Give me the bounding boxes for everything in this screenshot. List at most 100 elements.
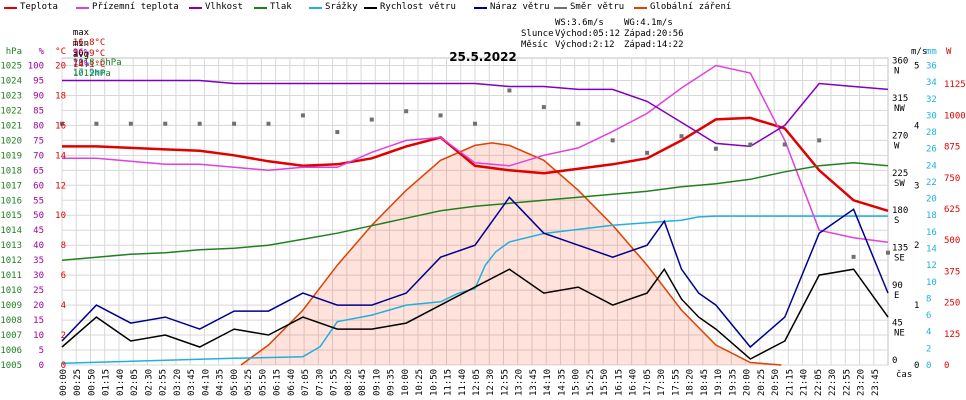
legend-label: Srážky — [325, 2, 358, 12]
x-tick-label: 13:20 — [515, 369, 525, 396]
axis-tick-pct: 20 — [33, 301, 44, 311]
wind-dir-point — [163, 121, 168, 126]
axis-tick-dir: 45 — [892, 319, 903, 329]
axis-tick-dir: 0 — [892, 356, 897, 366]
axis-tick-dir-name: S — [894, 216, 899, 226]
stats-min-press: 1012hPa — [72, 69, 111, 79]
axis-tick-hpa: 1015 — [0, 211, 22, 221]
axis-tick-hpa: 1021 — [0, 121, 22, 131]
wind-dir-point — [404, 109, 409, 114]
axis-tick-pct: 60 — [33, 181, 44, 191]
wind-dir-point — [94, 121, 99, 126]
x-tick-label: 05:00 — [230, 369, 240, 396]
moon-set: Západ:14:22 — [624, 40, 684, 50]
x-axis-ticks: 00:00 00:25 00:50 01:15 01:40 02:05 02:30 02:55… — [59, 369, 881, 396]
legend-swatch — [76, 7, 89, 9]
axis-tick-degc: 18 — [55, 91, 66, 101]
x-tick-label: 03:20 — [173, 369, 183, 396]
axis-title-mm: mm — [926, 47, 937, 57]
wind-dir-point — [645, 150, 650, 155]
series-line-Náraz větru — [61, 196, 889, 349]
x-tick-label: 22:55 — [842, 369, 852, 396]
axis-tick-mm: 18 — [926, 211, 937, 221]
axis-tick-hpa: 1017 — [0, 181, 22, 191]
wind-dir-point — [473, 121, 477, 126]
legend-swatch — [634, 7, 647, 9]
axis-tick-hpa: 1006 — [0, 346, 22, 356]
axis-tick-pct: 55 — [33, 196, 44, 206]
x-tick-label: 07:55 — [330, 369, 340, 396]
axis-tick-dir: 270 — [892, 131, 908, 141]
axis-tick-pct: 65 — [33, 166, 44, 176]
series-layer — [60, 64, 890, 365]
axis-tick-mm: 12 — [926, 261, 937, 271]
axis-tick-mm: 32 — [926, 95, 937, 105]
axis-tick-mm: 36 — [926, 61, 937, 71]
axis-tick-pct: 85 — [33, 106, 44, 116]
x-tick-label: 09:35 — [387, 369, 397, 396]
axis-tick-ms: 5 — [914, 61, 919, 71]
axis-title-w: W — [946, 47, 952, 57]
axis-title-hpa: hPa — [6, 47, 22, 57]
x-tick-label: 07:30 — [315, 369, 325, 396]
wind-dir-point — [713, 146, 718, 151]
axis-tick-pct: 35 — [33, 256, 44, 266]
axis-tick-hpa: 1023 — [0, 91, 22, 101]
wind-dir-point — [782, 142, 787, 147]
x-tick-label: 17:55 — [671, 369, 681, 396]
wind-dir-point — [679, 134, 684, 139]
axis-tick-dir-name: NW — [894, 104, 905, 114]
axis-tick-hpa: 1016 — [0, 196, 22, 206]
x-tick-label: 08:45 — [358, 369, 368, 396]
wind-gust-avg: WG:4.1m/s — [624, 18, 673, 28]
x-tick-label: 18:20 — [686, 369, 696, 396]
wind-dir-point — [576, 121, 581, 126]
series-line-radiation — [240, 142, 782, 366]
axis-tick-degc: 16 — [55, 121, 66, 131]
axis-tick-hpa: 1013 — [0, 241, 22, 251]
x-tick-label: 17:05 — [643, 369, 653, 396]
axis-tick-hpa: 1020 — [0, 136, 22, 146]
stats-min-label: min — [72, 39, 90, 49]
axis-tick-pct: 95 — [33, 76, 44, 86]
axis-tick-dir-name: SW — [894, 179, 905, 189]
stats-max-hum: 96% — [72, 48, 90, 58]
x-tick-label: 06:15 — [273, 369, 283, 396]
legend-label: Směr větru — [570, 2, 625, 12]
x-tick-label: 08:20 — [344, 369, 354, 396]
x-tick-label: 16:15 — [614, 369, 624, 396]
axis-tick-degc: 20 — [55, 61, 66, 71]
axis-tick-w: 875 — [944, 143, 960, 153]
axis-tick-pct: 80 — [33, 121, 44, 131]
axis-tick-w: 250 — [944, 299, 960, 309]
stats-max-label: max — [72, 28, 90, 38]
x-tick-label: 02:05 — [130, 369, 140, 396]
axis-tick-dir: 315 — [892, 94, 908, 104]
axis-tick-mm: 26 — [926, 145, 937, 155]
legend-label: Přízemní teplota — [92, 2, 179, 12]
radiation-layer — [240, 142, 782, 366]
x-tick-label: 17:30 — [657, 369, 667, 396]
wind-dir-point — [300, 113, 305, 118]
axis-tick-pct: 100 — [28, 61, 44, 71]
x-tick-label: 07:05 — [301, 369, 311, 396]
x-tick-label: 16:40 — [629, 369, 639, 396]
axis-tick-mm: 22 — [926, 178, 937, 188]
x-tick-label: 14:10 — [543, 369, 553, 396]
x-tick-label: 12:05 — [472, 369, 482, 396]
wind-speed-avg: WS:3.6m/s — [555, 18, 604, 28]
axis-title-ms: m/s — [911, 47, 927, 57]
legend-label: Tlak — [270, 2, 292, 12]
x-tick-label: 19:10 — [714, 369, 724, 396]
x-tick-label: 20:25 — [757, 369, 767, 396]
axis-tick-mm: 0 — [926, 361, 931, 371]
axis-tick-mm: 34 — [926, 78, 937, 88]
axis-tick-mm: 4 — [926, 328, 931, 338]
axis-tick-mm: 28 — [926, 128, 937, 138]
x-tick-label: 22:05 — [814, 369, 824, 396]
axis-tick-dir: 90 — [892, 281, 903, 291]
axis-tick-pct: 5 — [39, 346, 44, 356]
axis-tick-degc: 2 — [61, 331, 66, 341]
axis-title-pct: % — [39, 47, 45, 57]
